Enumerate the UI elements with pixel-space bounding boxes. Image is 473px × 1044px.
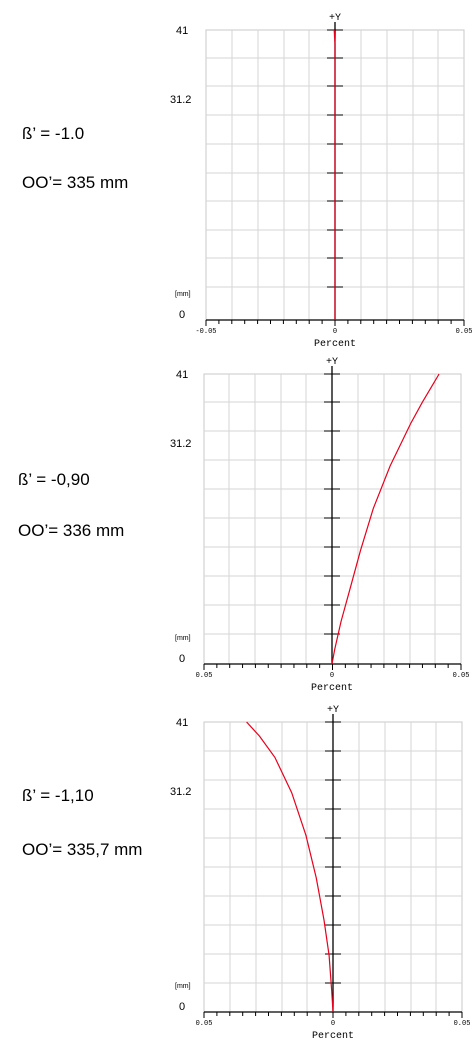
beta-label: ß’ = -1,10 [22, 786, 94, 805]
data-series-line [333, 29, 336, 320]
x-tick-label: 0 [330, 672, 334, 680]
chart-panel: ß’ = -1.0 OO’= 335 mm +Y 41 31.2 0 [mm] -0.05… [0, 0, 473, 348]
y-unit-label: [mm] [175, 635, 191, 642]
beta-label: ß’ = -0,90 [18, 470, 90, 489]
axis-top-label: +Y [326, 357, 338, 368]
y-tick-label: 31.2 [170, 94, 191, 106]
y-unit-label: [mm] [175, 983, 191, 990]
y-tick-label: 41 [176, 25, 188, 37]
chart-svg: +Y 41 31.2 0 [mm] 0.05 0 0.05 Percent [170, 705, 471, 1042]
chart-panel: ß’ = -1,10 OO’= 335,7 mm +Y 41 31.2 0 [mm] 0.… [0, 696, 473, 1044]
y-tick-label: 41 [176, 369, 188, 381]
oo-distance-label: OO’= 336 mm [18, 521, 125, 540]
x-tick-label: 0.05 [196, 672, 213, 680]
y-tick-label: 31.2 [170, 786, 191, 798]
x-tick-label: 0 [331, 1020, 335, 1028]
x-tick-label: 0.05 [454, 1020, 471, 1028]
x-tick-label: -0.05 [195, 328, 216, 336]
oo-distance-label: OO’= 335,7 mm [22, 840, 143, 859]
x-tick-label: 0.05 [456, 328, 473, 336]
chart-svg: +Y 41 31.2 0 [mm] 0.05 0 0.05 Percent [170, 357, 470, 694]
y-unit-label: [mm] [175, 291, 191, 298]
x-tick-label: 0 [333, 328, 337, 336]
axis-top-label: +Y [327, 705, 339, 716]
axis-top-label: +Y [329, 13, 341, 24]
x-tick-label: 0.05 [453, 672, 470, 680]
y-tick-label: 0 [179, 309, 185, 321]
x-axis-title: Percent [311, 683, 353, 694]
y-tick-label: 0 [179, 1001, 185, 1013]
y-tick-label: 41 [176, 717, 188, 729]
y-tick-label: 0 [179, 653, 185, 665]
beta-label: ß’ = -1.0 [22, 124, 85, 143]
data-series-line [246, 721, 334, 1013]
y-tick-label: 31.2 [170, 438, 191, 450]
x-axis-title: Percent [312, 1031, 354, 1042]
data-series-line [331, 373, 440, 665]
oo-distance-label: OO’= 335 mm [22, 173, 129, 192]
chart-panel: ß’ = -0,90 OO’= 336 mm +Y 41 31.2 0 [mm] 0.05… [0, 348, 473, 696]
chart-svg: +Y 41 31.2 0 [mm] -0.05 0 0.05 Percent [170, 13, 473, 348]
x-tick-label: 0.05 [196, 1020, 213, 1028]
x-axis-title: Percent [314, 339, 356, 348]
